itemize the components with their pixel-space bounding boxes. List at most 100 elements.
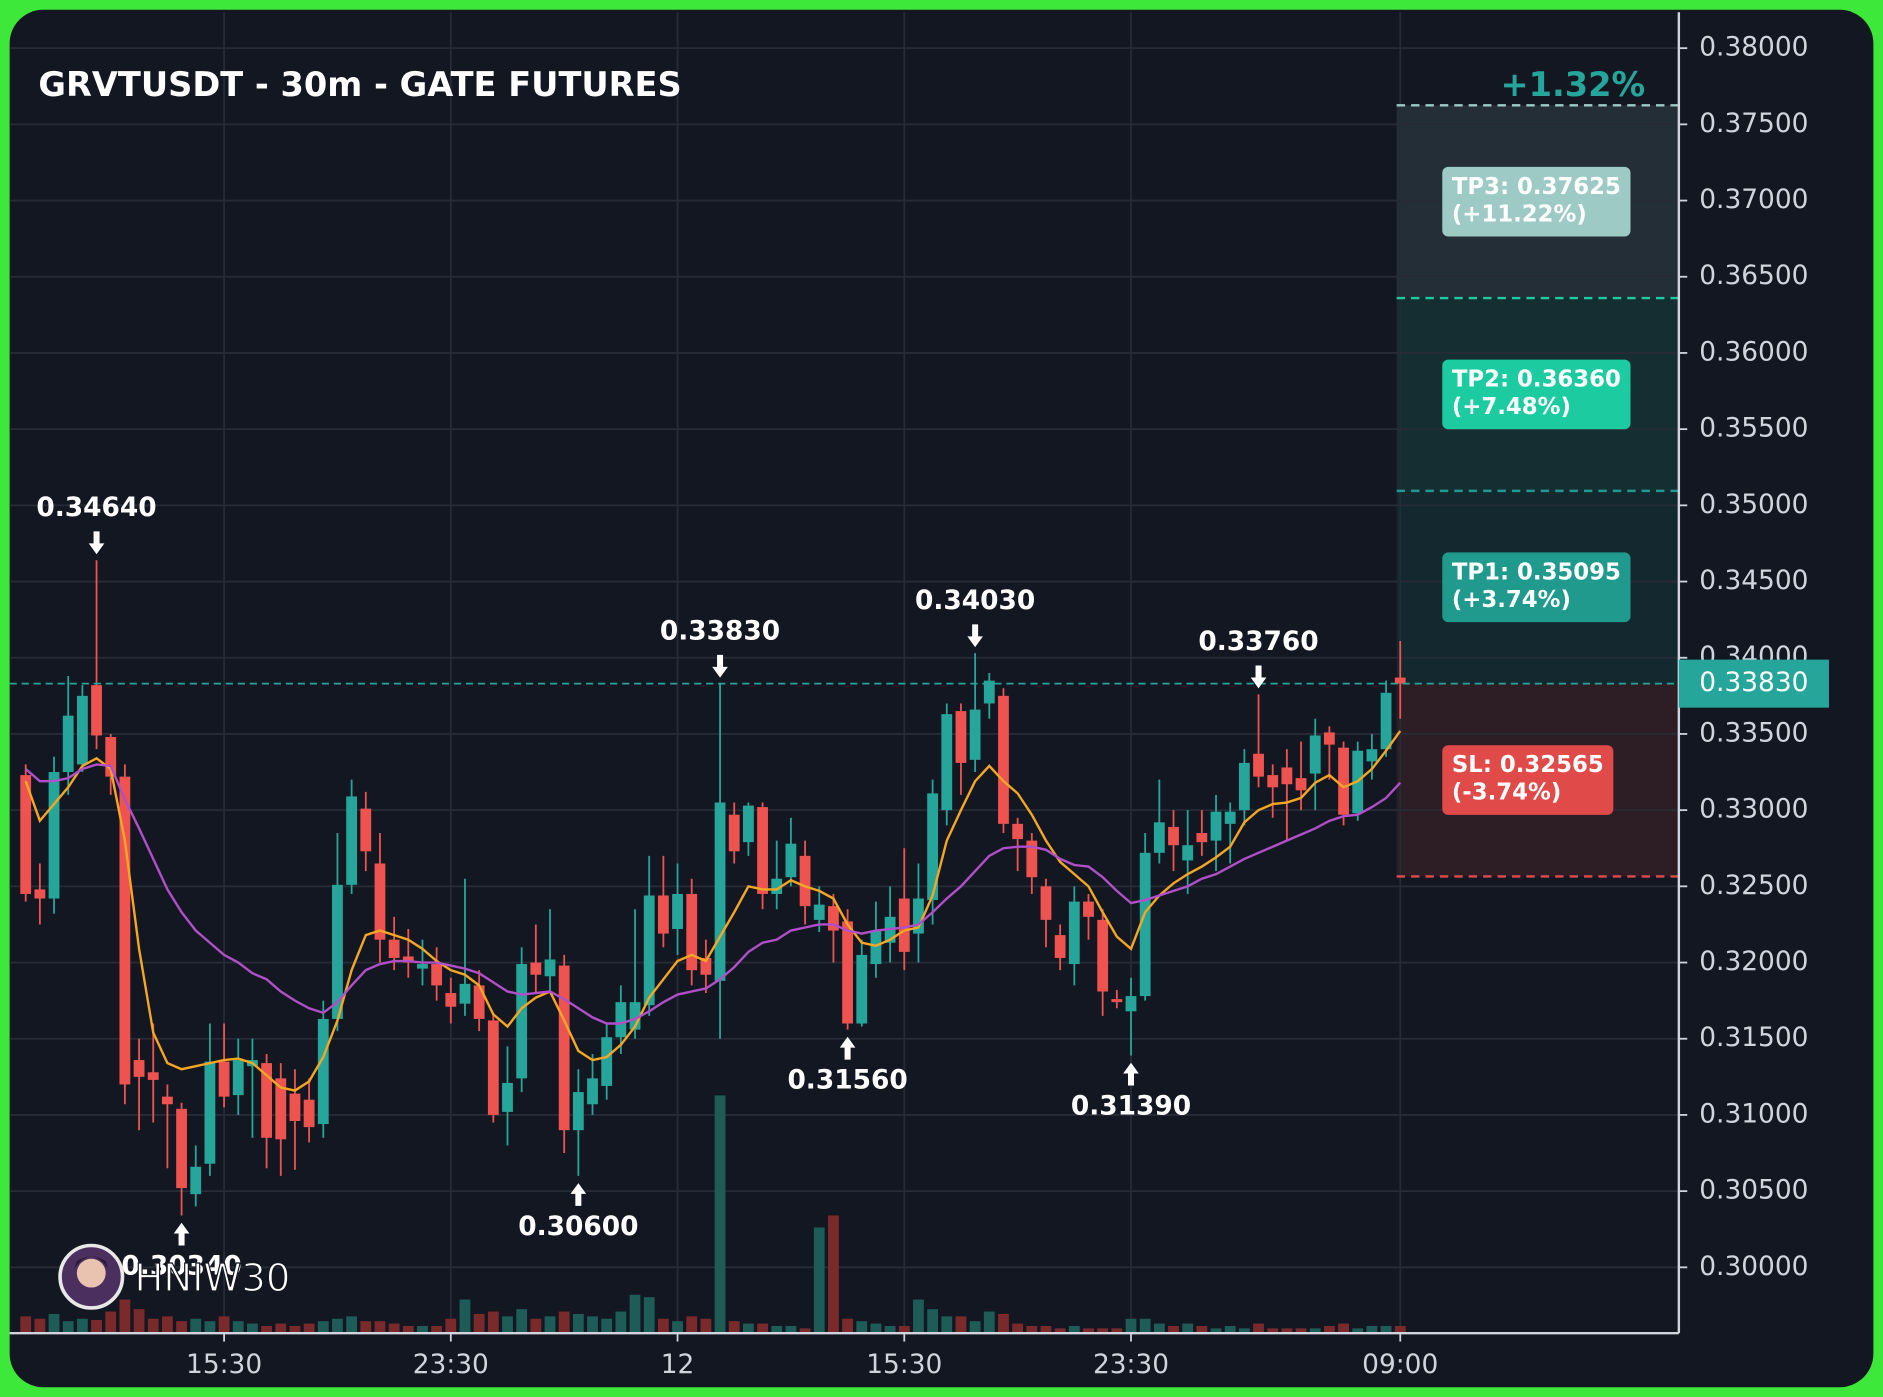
level-label: TP1: 0.35095 [1452, 559, 1621, 585]
volume-bar [629, 1294, 641, 1334]
volume-bar [1040, 1325, 1052, 1334]
panel [9, 9, 1874, 1388]
volume-bar [1054, 1328, 1066, 1334]
candle-body [1054, 935, 1066, 958]
volume-bar [1309, 1328, 1321, 1334]
candles [20, 560, 1406, 1216]
candle-body [261, 1063, 273, 1138]
y-tick-label: 0.35500 [1699, 413, 1808, 444]
volume-bar [431, 1325, 443, 1334]
x-tick-label: 09:00 [1362, 1349, 1438, 1380]
candle-body [502, 1082, 513, 1112]
annotation-label: 0.33830 [660, 616, 780, 647]
candle-body [317, 1018, 329, 1125]
candle-body [289, 1093, 301, 1122]
candle-body [1238, 762, 1250, 811]
candle-body [516, 964, 528, 1079]
volume-bar [91, 1319, 102, 1334]
candle-body [1182, 845, 1194, 861]
candle-body [643, 895, 655, 1006]
moving-average [24, 763, 1402, 1025]
candle-body [133, 1060, 145, 1077]
volume-bar [1097, 1328, 1109, 1334]
volume-bar [728, 1321, 740, 1334]
volume-bar [360, 1321, 372, 1334]
volume-bar [417, 1325, 428, 1334]
x-tick-label: 12 [661, 1349, 695, 1380]
annotation-arrow [88, 531, 105, 555]
candle-body [1309, 735, 1321, 774]
volume-bar [714, 1095, 726, 1334]
volume-bar [544, 1316, 556, 1334]
candle-body [162, 1096, 173, 1105]
candle-body [105, 736, 117, 777]
candle-body [1097, 919, 1109, 992]
y-tick-label: 0.35000 [1699, 489, 1808, 520]
volume-bar [672, 1321, 683, 1334]
volume-bar [1366, 1325, 1378, 1334]
candle-body [1083, 901, 1094, 917]
watermark-text: HNIW30 [135, 1256, 291, 1301]
volume-bar [1295, 1328, 1307, 1334]
volume-bar [686, 1316, 698, 1334]
candle-body [431, 964, 443, 986]
candle-body [870, 930, 882, 965]
volume-bar [1352, 1328, 1364, 1334]
y-tick-label: 0.37500 [1699, 108, 1808, 139]
candle-body [969, 709, 981, 760]
volume-bar [927, 1309, 939, 1334]
annotation-label: 0.34640 [36, 492, 156, 523]
volume-bar [1026, 1325, 1038, 1334]
y-tick-label: 0.32000 [1699, 946, 1808, 977]
volume-bar [1125, 1318, 1137, 1334]
volume-bar [48, 1313, 60, 1334]
candle-body [388, 939, 400, 958]
y-tick-label: 0.32500 [1699, 870, 1808, 901]
candle-body [700, 957, 712, 975]
candle-body [360, 808, 372, 852]
volume-bar [898, 1325, 910, 1334]
grid [9, 12, 1679, 1334]
volume-bar [983, 1311, 995, 1334]
candle-body [785, 843, 797, 878]
annotation-arrow [967, 624, 983, 648]
y-tick-label: 0.31000 [1699, 1098, 1808, 1129]
candle-body [1153, 822, 1165, 853]
annotation-arrow [839, 1036, 856, 1060]
level-label: SL: 0.32565 [1452, 752, 1604, 778]
volume-bar [530, 1318, 542, 1334]
volume-bar [913, 1299, 924, 1334]
volume-bar [105, 1311, 117, 1334]
candle-body [48, 772, 60, 899]
y-tick-label: 0.30500 [1699, 1175, 1808, 1206]
candle-body [714, 802, 726, 981]
candle-body [998, 695, 1009, 824]
candle-body [1196, 833, 1208, 843]
volume-bar [119, 1299, 131, 1334]
candle-body [728, 814, 740, 852]
annotation-label: 0.33760 [1198, 626, 1318, 657]
candle-body [1210, 811, 1222, 841]
candle-body [346, 796, 358, 885]
volume-bar [1338, 1323, 1349, 1334]
candle-body [303, 1099, 315, 1128]
candle-body [856, 954, 868, 1024]
candle-body [941, 714, 953, 811]
candle-body [842, 921, 853, 1024]
candle-body [1253, 753, 1264, 777]
candle-body [615, 1002, 627, 1038]
candle-body [473, 985, 485, 1019]
candle-body [572, 1092, 584, 1131]
candle-body [459, 983, 471, 1004]
candle-body [1267, 775, 1279, 788]
volume-bar [601, 1318, 613, 1334]
candle-body [1281, 767, 1293, 785]
volume-bar [643, 1297, 655, 1334]
y-tick-label: 0.38000 [1699, 32, 1808, 63]
volume-bar [147, 1318, 159, 1334]
volume-bar [1012, 1323, 1024, 1334]
volume-bar [998, 1313, 1009, 1334]
volume-bar [247, 1323, 258, 1334]
volume-bar [700, 1318, 712, 1334]
